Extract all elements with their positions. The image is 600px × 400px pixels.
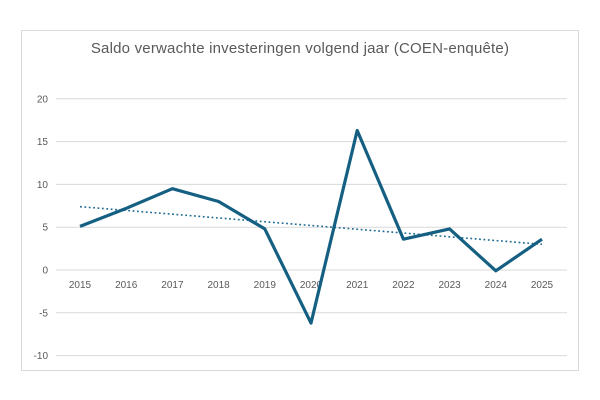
trend-line — [79, 205, 543, 246]
x-axis-tick-label: 2020 — [300, 280, 323, 291]
y-axis-tick-label: 5 — [42, 223, 48, 234]
data-line — [79, 128, 543, 325]
x-axis-tick-label: 2024 — [485, 280, 508, 291]
chart-container — [21, 30, 579, 371]
y-axis-tick-label: -10 — [34, 351, 49, 362]
chart-title: Saldo verwachte investeringen volgend ja… — [90, 40, 510, 57]
x-axis-tick-label: 2021 — [346, 280, 369, 291]
x-axis-tick-label: 2019 — [254, 280, 277, 291]
y-axis-tick-label: 10 — [37, 180, 49, 191]
x-axis-tick-label: 2022 — [392, 280, 415, 291]
y-axis-tick-label: 0 — [42, 266, 48, 277]
x-axis-tick-label: 2017 — [161, 280, 184, 291]
x-axis-tick-label: 2016 — [115, 280, 138, 291]
x-axis-tick-label: 2015 — [69, 280, 92, 291]
y-axis-tick-label: 15 — [37, 137, 49, 148]
x-axis-tick-label: 2018 — [207, 280, 230, 291]
y-axis-tick-label: -5 — [39, 308, 48, 319]
y-axis-tick-label: 20 — [37, 94, 49, 105]
x-axis-tick-label: 2023 — [438, 280, 461, 291]
x-axis-tick-label: 2025 — [531, 280, 554, 291]
